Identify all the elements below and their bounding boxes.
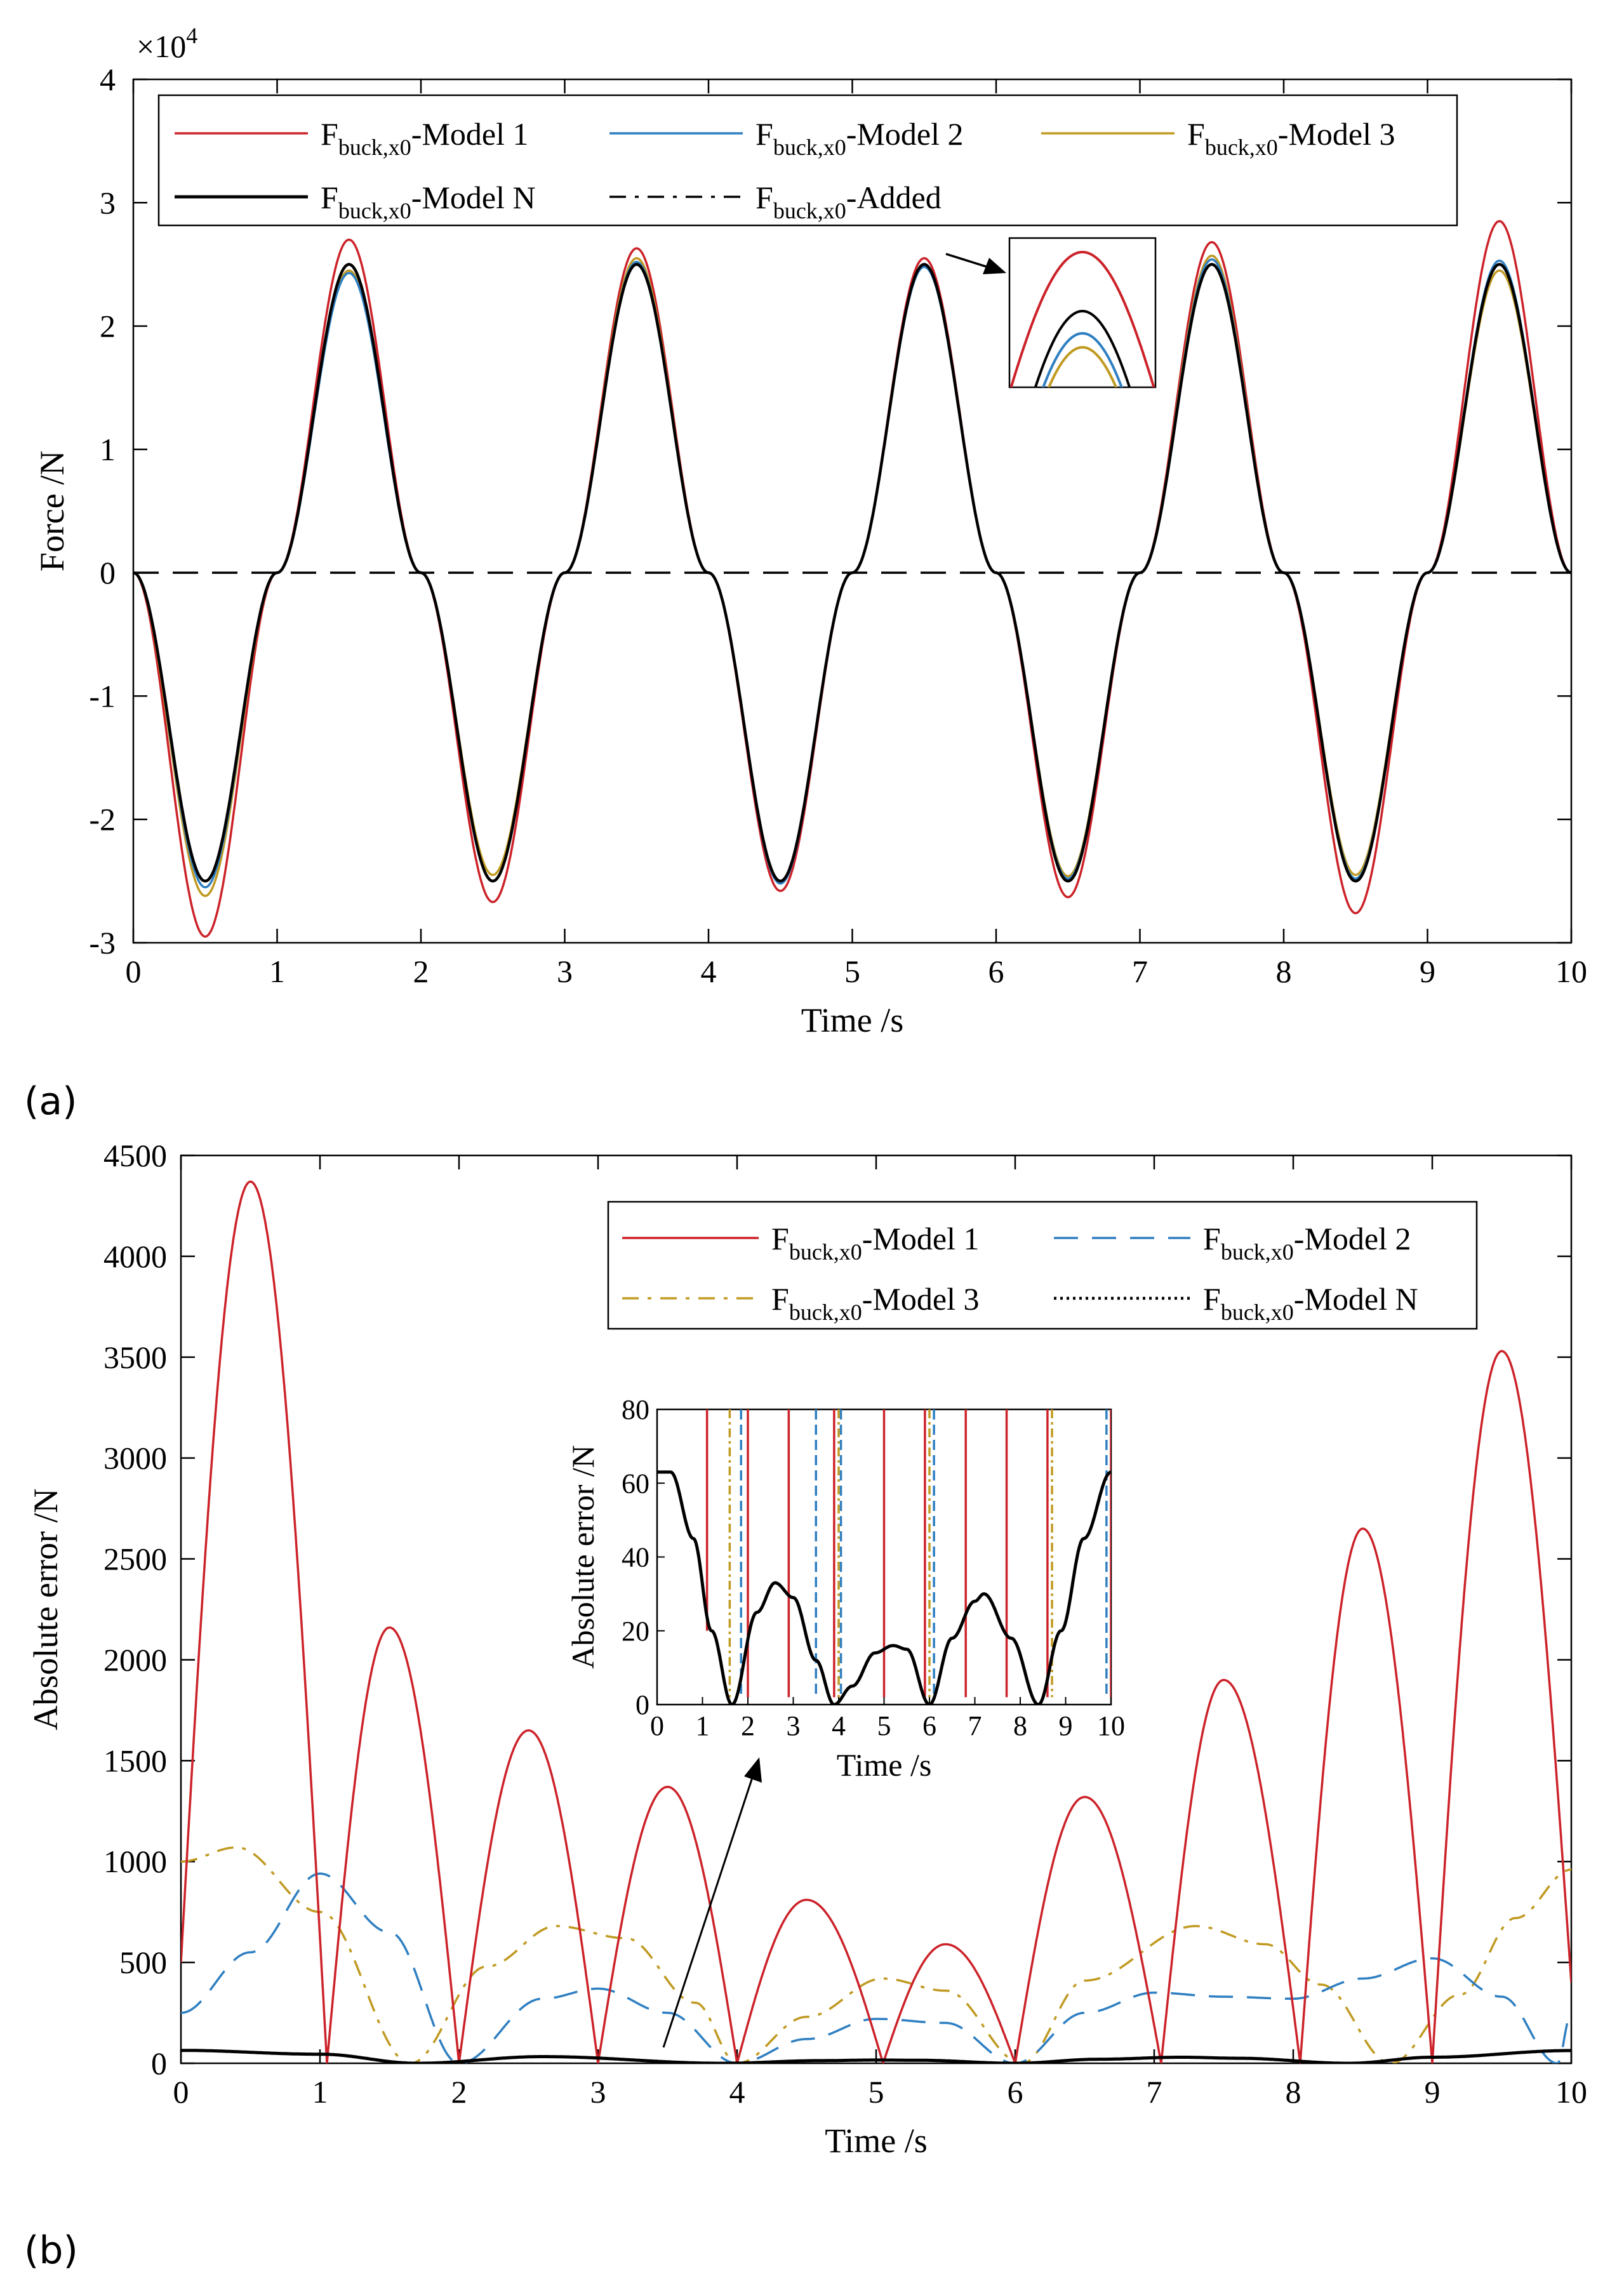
x-tick-label-b: 2	[451, 2074, 467, 2110]
x-tick-label-a: 5	[844, 954, 860, 989]
legend-label-model3: Fbuck,x0-Model 3	[1187, 116, 1395, 160]
inset-b: 0 1 2 3 4 5 6 7 8 9 10 0 20 40 60 80 Time /s Absolute err…	[565, 1394, 1125, 1783]
y-tick-label-b: 2500	[103, 1541, 167, 1577]
chart-a: 0 1 2 3 4 5 6 7 8 9 10 -3 -2 -1 0 1 2 3 4 Time /s Force /N ×1…	[33, 23, 1587, 1039]
x-tick-label-a: 4	[701, 954, 717, 989]
x-tick-label-b: 3	[590, 2074, 606, 2110]
inset-y-tick-label: 20	[622, 1616, 649, 1647]
x-tick-label-b: 4	[729, 2074, 745, 2110]
legend-label-model2: Fbuck,x0-Model 2	[1203, 1221, 1411, 1265]
zoom-curve-model3	[1047, 345, 1118, 387]
inset-y-axis-label: Absolute error /N	[565, 1445, 601, 1669]
inset-x-axis-label: Time /s	[837, 1747, 932, 1783]
y-tick-label-b: 500	[119, 1945, 167, 1980]
y-tick-label-b: 0	[151, 2046, 167, 2081]
x-axis-label-b: Time /s	[825, 2122, 928, 2160]
inset-x-tick-label: 4	[832, 1710, 846, 1741]
zoom-curve-model2	[1042, 331, 1123, 387]
legend-label-model1: Fbuck,x0-Model 1	[321, 116, 529, 160]
y-axis-label-b: Absolute error /N	[27, 1489, 65, 1731]
y-tick-label-a: 0	[100, 555, 116, 590]
zoom-curve-modelN	[1034, 309, 1131, 387]
x-tick-label-b: 10	[1555, 2074, 1587, 2110]
x-tick-label-a: 1	[269, 954, 285, 989]
y-tick-label-a: -1	[89, 678, 116, 714]
legend-label-model2: Fbuck,x0-Model 2	[755, 116, 964, 160]
y-tick-label-b: 2000	[103, 1642, 167, 1677]
x-tick-label-a: 3	[557, 954, 573, 989]
zoom-inset-a	[945, 237, 1157, 389]
inset-x-tick-label: 7	[968, 1710, 982, 1741]
inset-x-tick-label: 0	[650, 1710, 664, 1741]
y-axis-label-a: Force /N	[33, 451, 71, 571]
inset-x-tick-label: 1	[696, 1710, 710, 1741]
y-tick-label-b: 3000	[103, 1440, 167, 1476]
x-tick-label-a: 10	[1555, 954, 1587, 989]
inset-series-modelN	[657, 1470, 1111, 1705]
zoom-curve-model1	[1009, 250, 1155, 387]
series-line-modelN	[181, 2049, 1571, 2063]
inset-y-tick-label: 60	[622, 1468, 649, 1499]
legend-label-modelN: Fbuck,x0-Model N	[1203, 1281, 1418, 1325]
zoom-arrowhead-a	[983, 258, 1006, 274]
y-tick-label-b: 3500	[103, 1340, 167, 1375]
panel-label-a: (a)	[24, 1079, 77, 1124]
inset-y-tick-label: 0	[636, 1689, 649, 1720]
x-tick-label-b: 5	[869, 2074, 884, 2110]
legend-b: Fbuck,x0-Model 1 Fbuck,x0-Model 2 Fbuck,x0…	[607, 1201, 1478, 1330]
legend-label-model3: Fbuck,x0-Model 3	[771, 1281, 980, 1325]
y-tick-label-a: 2	[100, 309, 116, 344]
x-tick-label-b: 6	[1008, 2074, 1023, 2110]
legend-label-model1: Fbuck,x0-Model 1	[771, 1221, 980, 1265]
series-line-model2	[181, 1872, 1571, 2063]
inset-x-tick-label: 8	[1013, 1710, 1027, 1741]
legend-label-modelN: Fbuck,x0-Model N	[321, 180, 536, 223]
x-tick-label-a: 6	[988, 954, 1004, 989]
inset-x-tick-label: 6	[922, 1710, 936, 1741]
y-tick-label-a: 4	[100, 62, 116, 97]
inset-x-tick-label: 2	[741, 1710, 755, 1741]
x-tick-label-b: 8	[1286, 2074, 1301, 2110]
panel-label-b: (b)	[24, 2228, 78, 2273]
x-tick-label-b: 9	[1425, 2074, 1441, 2110]
x-tick-label-b: 0	[173, 2074, 189, 2110]
x-axis-label-a: Time /s	[801, 1001, 904, 1039]
inset-y-tick-label: 40	[622, 1542, 649, 1573]
y-tick-label-b: 1500	[103, 1743, 167, 1778]
inset-arrow-b	[662, 1777, 754, 2048]
x-tick-label-a: 8	[1276, 954, 1292, 989]
series-line-modelN	[133, 263, 1571, 883]
series-line-model1	[181, 1180, 1571, 2063]
x-tick-label-b: 1	[312, 2074, 328, 2110]
x-tick-label-a: 2	[413, 954, 429, 989]
x-tick-label-a: 0	[126, 954, 142, 989]
y-tick-label-a: 3	[100, 185, 116, 220]
x-tick-label-a: 9	[1420, 954, 1435, 989]
y-tick-label-a: 1	[100, 432, 116, 467]
inset-x-tick-label: 3	[787, 1710, 801, 1741]
inset-x-tick-label: 9	[1059, 1710, 1073, 1741]
x-tick-label-a: 7	[1132, 954, 1148, 989]
legend-box-b	[607, 1201, 1478, 1330]
y-tick-label-b: 4000	[103, 1239, 167, 1274]
zoom-box-a	[1008, 237, 1157, 389]
x-tick-label-b: 7	[1147, 2074, 1162, 2110]
legend-a: Fbuck,x0-Model 1 Fbuck,x0-Model 2 Fbuck,x0…	[157, 94, 1458, 227]
y-tick-label-a: -2	[89, 802, 116, 837]
zoom-arrow-a	[945, 253, 991, 269]
inset-y-tick-label: 80	[622, 1394, 649, 1425]
legend-label-added: Fbuck,x0-Added	[755, 180, 942, 223]
legend-box-a	[157, 94, 1458, 227]
chart-b: 0 1 2 3 4 5 6 7 8 9 100500100015002000250030003500…	[27, 1138, 1587, 2160]
y-tick-label-b: 4500	[103, 1138, 167, 1173]
inset-x-tick-label: 5	[877, 1710, 891, 1741]
inset-arrowhead-b	[744, 1757, 762, 1783]
y-tick-label-b: 1000	[103, 1844, 167, 1879]
inset-x-tick-label: 10	[1097, 1710, 1125, 1741]
exponent-label-a: ×104	[136, 23, 197, 64]
y-tick-label-a: -3	[89, 925, 116, 961]
